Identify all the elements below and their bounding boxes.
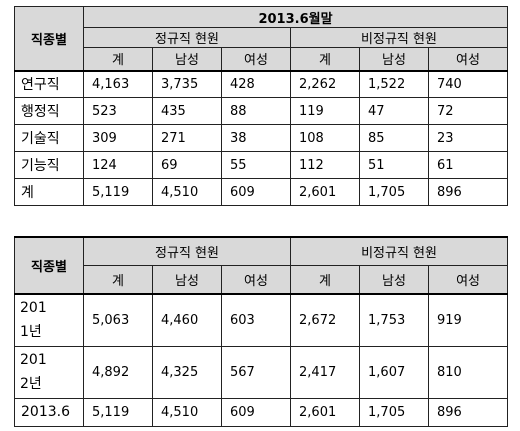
table-row: 기술직 309 271 38 108 85 23 xyxy=(14,124,508,152)
table-row: 연구직 4,163 3,735 428 2,262 1,522 740 xyxy=(14,70,508,98)
corner-header: 직종별 xyxy=(14,6,84,72)
staff-table-yearly: 직종별 정규직 현원 비정규직 현원 계 남성 여성 계 남성 여성 2011년… xyxy=(14,236,509,427)
cell: 119 xyxy=(290,97,360,125)
irregular-group-header: 비정규직 현원 xyxy=(290,236,509,266)
row-label: 기능직 xyxy=(14,151,84,179)
cell: 4,325 xyxy=(152,345,222,399)
cell: 61 xyxy=(428,151,508,179)
cell: 896 xyxy=(428,178,508,206)
col-header-male: 남성 xyxy=(359,47,429,72)
cell: 4,892 xyxy=(83,345,153,399)
cell: 1,753 xyxy=(359,293,430,347)
cell: 1,522 xyxy=(359,70,429,98)
cell: 1,705 xyxy=(359,397,430,427)
cell: 309 xyxy=(83,124,153,152)
cell: 609 xyxy=(221,178,291,206)
cell: 4,460 xyxy=(152,293,222,347)
col-header-total: 계 xyxy=(83,264,153,295)
col-header-total: 계 xyxy=(83,47,153,72)
cell: 72 xyxy=(428,97,508,125)
cell: 271 xyxy=(152,124,222,152)
cell: 51 xyxy=(359,151,429,179)
table-row: 2013.6 5,119 4,510 609 2,601 1,705 896 xyxy=(14,397,509,427)
cell: 919 xyxy=(428,293,509,347)
col-header-total: 계 xyxy=(290,47,360,72)
cell: 1,607 xyxy=(359,345,430,399)
table-row: 2011년 5,063 4,460 603 2,672 1,753 919 xyxy=(14,293,509,347)
regular-group-header: 정규직 현원 xyxy=(82,236,292,266)
col-header-male: 남성 xyxy=(152,264,222,295)
cell: 38 xyxy=(221,124,291,152)
table-row: 행정직 523 435 88 119 47 72 xyxy=(14,97,508,125)
cell: 108 xyxy=(290,124,360,152)
cell: 2,601 xyxy=(290,178,360,206)
cell: 4,510 xyxy=(152,397,222,427)
cell: 567 xyxy=(220,345,292,399)
cell: 88 xyxy=(221,97,291,125)
cell: 1,705 xyxy=(359,178,429,206)
cell: 2,672 xyxy=(290,293,361,347)
row-label: 연구직 xyxy=(14,70,84,98)
cell: 2,262 xyxy=(290,70,360,98)
row-label: 계 xyxy=(14,178,84,206)
cell: 603 xyxy=(220,293,292,347)
cell: 740 xyxy=(428,70,508,98)
cell: 2,417 xyxy=(290,345,361,399)
row-label: 2013.6 xyxy=(14,397,84,427)
cell: 4,163 xyxy=(83,70,153,98)
cell: 5,119 xyxy=(83,178,153,206)
cell: 69 xyxy=(152,151,222,179)
row-label: 기술직 xyxy=(14,124,84,152)
cell: 810 xyxy=(428,345,509,399)
row-label: 행정직 xyxy=(14,97,84,125)
row-label: 2011년 xyxy=(14,293,84,347)
cell: 85 xyxy=(359,124,429,152)
table-row: 기능직 124 69 55 112 51 61 xyxy=(14,151,508,179)
cell: 2,601 xyxy=(290,397,361,427)
table-row: 2012년 4,892 4,325 567 2,417 1,607 810 xyxy=(14,345,509,399)
col-header-female: 여성 xyxy=(428,47,508,72)
cell: 23 xyxy=(428,124,508,152)
cell: 55 xyxy=(221,151,291,179)
col-header-male: 남성 xyxy=(152,47,222,72)
row-label: 2012년 xyxy=(14,345,84,399)
cell: 124 xyxy=(83,151,153,179)
cell: 3,735 xyxy=(152,70,222,98)
cell: 5,063 xyxy=(83,293,153,347)
cell: 5,119 xyxy=(83,397,153,427)
cell: 523 xyxy=(83,97,153,125)
cell: 112 xyxy=(290,151,360,179)
period-header: 2013.6월말 xyxy=(83,6,508,28)
cell: 47 xyxy=(359,97,429,125)
regular-group-header: 정규직 현원 xyxy=(83,27,291,48)
col-header-female: 여성 xyxy=(221,47,291,72)
table-row-total: 계 5,119 4,510 609 2,601 1,705 896 xyxy=(14,178,508,206)
irregular-group-header: 비정규직 현원 xyxy=(290,27,508,48)
cell: 435 xyxy=(152,97,222,125)
cell: 428 xyxy=(221,70,291,98)
cell: 896 xyxy=(428,397,509,427)
staff-table-2013-june: 직종별 2013.6월말 정규직 현원 비정규직 현원 계 남성 여성 계 남성… xyxy=(14,6,508,206)
cell: 609 xyxy=(220,397,292,427)
col-header-female: 여성 xyxy=(428,264,509,295)
corner-header: 직종별 xyxy=(14,236,84,295)
col-header-male: 남성 xyxy=(359,264,430,295)
col-header-female: 여성 xyxy=(220,264,292,295)
col-header-total: 계 xyxy=(290,264,361,295)
cell: 4,510 xyxy=(152,178,222,206)
